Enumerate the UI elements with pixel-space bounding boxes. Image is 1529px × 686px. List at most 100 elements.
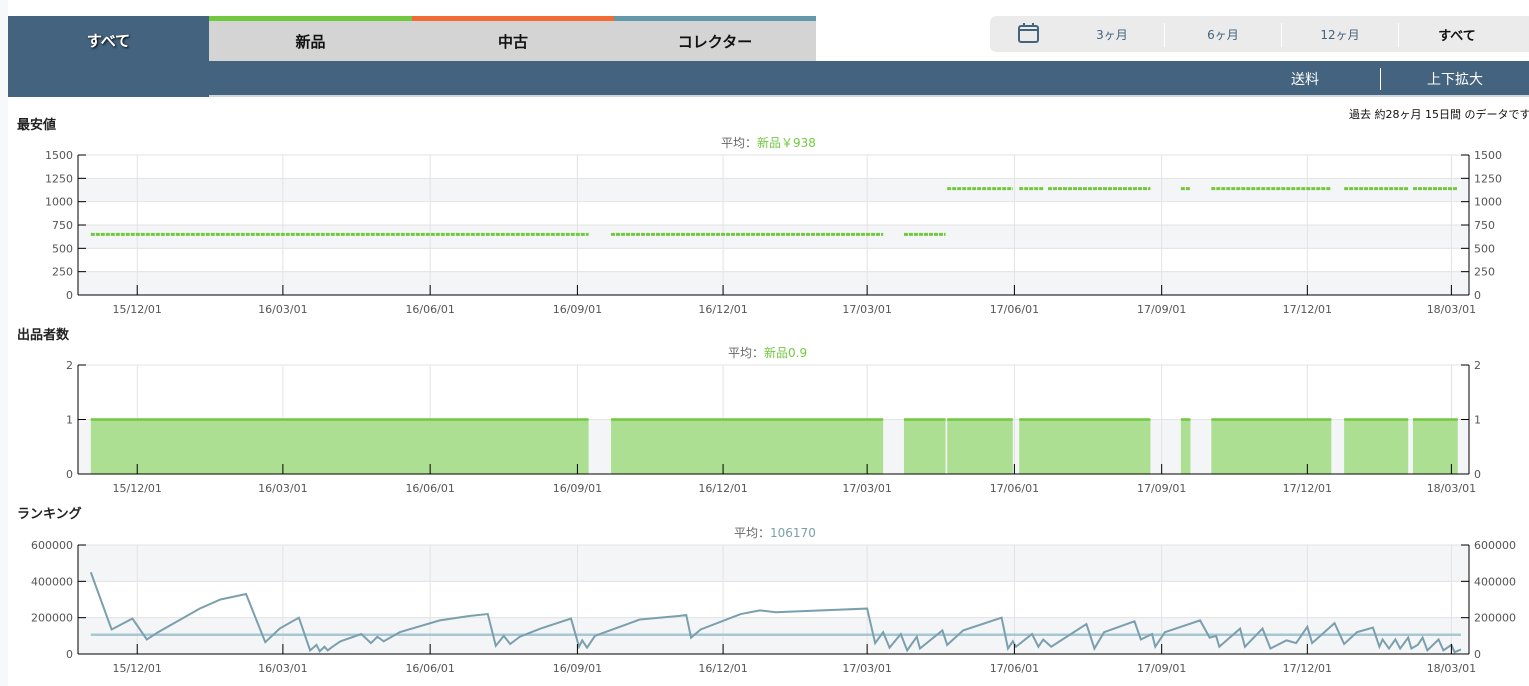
divider	[1380, 68, 1381, 90]
y-tick-label-right: 1250	[1474, 172, 1502, 185]
x-tick-label: 16/03/01	[258, 482, 307, 495]
y-tick-label-right: 200000	[1474, 612, 1516, 625]
y-tick-label-left: 0	[66, 648, 73, 661]
x-tick-label: 16/06/01	[405, 303, 454, 316]
toolbar-bar	[8, 61, 1529, 97]
x-tick-label: 17/06/01	[990, 482, 1039, 495]
y-tick-label-left: 2	[66, 359, 73, 372]
x-tick-label: 16/12/01	[698, 482, 747, 495]
x-tick-label: 18/03/01	[1427, 662, 1476, 675]
avg-value: 新品0.9	[764, 346, 807, 360]
x-tick-label: 17/03/01	[842, 662, 891, 675]
x-tick-label: 18/03/01	[1427, 303, 1476, 316]
y-tick-label-left: 0	[66, 289, 73, 302]
period-all[interactable]: すべて	[1438, 28, 1476, 44]
average-lowest-price: 平均：新品￥938	[721, 134, 816, 151]
seller-area	[1344, 419, 1409, 474]
band	[78, 225, 1469, 249]
y-tick-label-right: 0	[1474, 648, 1481, 661]
data-period-note: 過去 約28ヶ月 15日間 のデータです	[1349, 108, 1529, 121]
x-tick-label: 16/03/01	[258, 662, 307, 675]
y-tick-label-left: 750	[52, 219, 73, 232]
period-6-months[interactable]: 6ヶ月	[1207, 27, 1239, 42]
seller-area	[1412, 419, 1458, 474]
x-tick-label: 16/06/01	[405, 662, 454, 675]
avg-label: 平均：	[728, 346, 765, 360]
divider	[1398, 23, 1399, 47]
avg-series: 新品	[757, 136, 782, 150]
x-tick-label: 15/12/01	[113, 662, 162, 675]
calendar-icon[interactable]	[1017, 22, 1041, 48]
avg-value: 106170	[770, 526, 816, 540]
x-tick-label: 16/09/01	[553, 662, 602, 675]
y-tick-label-left: 400000	[31, 575, 73, 588]
y-tick-label-left: 600000	[31, 539, 73, 552]
x-tick-label: 17/12/01	[1283, 482, 1332, 495]
shipping-button[interactable]: 送料	[1291, 72, 1319, 88]
period-selector	[990, 16, 1529, 52]
tab-all[interactable]: すべて	[8, 16, 209, 97]
band	[78, 178, 1469, 202]
seller-area	[611, 419, 884, 474]
x-tick-label: 17/03/01	[842, 482, 891, 495]
band	[78, 271, 1469, 295]
y-tick-label-left: 1500	[45, 149, 73, 162]
seller-area	[947, 419, 1013, 474]
average-ranking: 平均：106170	[734, 524, 816, 541]
avg-label: 平均：	[721, 136, 758, 150]
x-tick-label: 16/09/01	[553, 482, 602, 495]
tab-used[interactable]: 中古	[412, 16, 614, 61]
avg-series: 新品	[764, 346, 789, 360]
seller-area	[1019, 419, 1151, 474]
x-tick-label: 17/06/01	[990, 303, 1039, 316]
average-seller-count: 平均：新品0.9	[728, 344, 807, 361]
tab-new[interactable]: 新品	[209, 16, 412, 61]
x-tick-label: 17/12/01	[1283, 662, 1332, 675]
ranking-line	[89, 571, 1462, 654]
y-tick-label-left: 1250	[45, 172, 73, 185]
y-tick-label-right: 0	[1474, 289, 1481, 302]
avg-number: ￥938	[781, 136, 816, 150]
x-tick-label: 17/03/01	[842, 303, 891, 316]
vertical-zoom-button[interactable]: 上下拡大	[1427, 72, 1483, 88]
y-tick-label-left: 200000	[31, 612, 73, 625]
x-tick-label: 15/12/01	[113, 303, 162, 316]
chart-title-ranking: ランキング	[17, 507, 82, 522]
chart-title-seller-count: 出品者数	[17, 328, 70, 343]
x-tick-label: 16/12/01	[698, 662, 747, 675]
x-tick-label: 16/12/01	[698, 303, 747, 316]
y-tick-label-right: 600000	[1474, 539, 1516, 552]
x-tick-label: 17/12/01	[1283, 303, 1332, 316]
y-tick-label-right: 2	[1474, 359, 1481, 372]
divider	[1164, 23, 1165, 47]
y-tick-label-right: 400000	[1474, 575, 1516, 588]
y-tick-label-right: 750	[1474, 219, 1495, 232]
y-tick-label-right: 1500	[1474, 149, 1502, 162]
avg-number: 0.9	[788, 346, 808, 360]
x-tick-label: 17/09/01	[1137, 662, 1186, 675]
seller-area	[903, 419, 946, 474]
x-tick-label: 16/06/01	[405, 482, 454, 495]
y-tick-label-left: 500	[52, 242, 73, 255]
period-12-months[interactable]: 12ヶ月	[1320, 27, 1360, 42]
y-tick-label-left: 1	[66, 414, 73, 427]
y-tick-label-right: 1000	[1474, 196, 1502, 209]
avg-value: 新品￥938	[757, 136, 816, 150]
y-tick-label-right: 500	[1474, 242, 1495, 255]
tab-collector[interactable]: コレクター	[614, 16, 816, 61]
x-tick-label: 16/03/01	[258, 303, 307, 316]
x-tick-label: 17/09/01	[1137, 303, 1186, 316]
avg-label: 平均：	[734, 526, 771, 540]
band	[78, 545, 1469, 582]
left-margin	[0, 0, 8, 686]
x-tick-label: 15/12/01	[113, 482, 162, 495]
x-tick-label: 18/03/01	[1427, 482, 1476, 495]
y-tick-label-right: 250	[1474, 266, 1495, 279]
period-3-months[interactable]: 3ヶ月	[1096, 27, 1128, 42]
chart-title-lowest-price: 最安値	[17, 118, 57, 133]
divider	[1281, 23, 1282, 47]
y-tick-label-left: 0	[66, 468, 73, 481]
y-tick-label-left: 1000	[45, 196, 73, 209]
seller-area	[1180, 419, 1191, 474]
